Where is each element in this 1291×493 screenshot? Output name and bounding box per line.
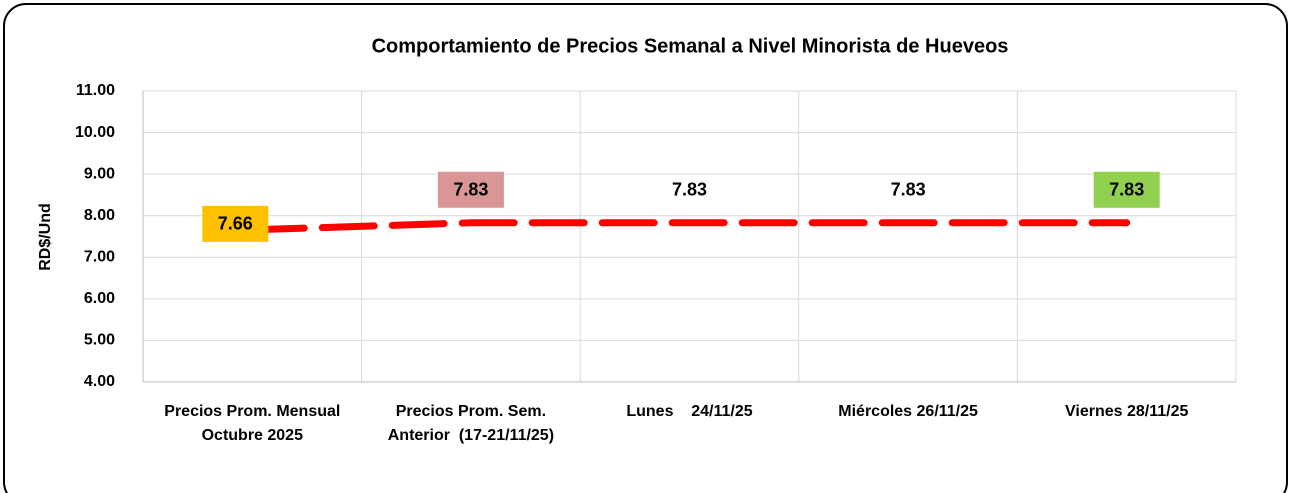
data-label: 7.66 — [218, 214, 253, 234]
data-label-box — [1093, 171, 1160, 208]
x-tick-label: Miércoles 26/11/25 — [838, 403, 978, 420]
y-axis-label: RD$/Und — [37, 203, 54, 271]
x-tick-label: Precios Prom. Mensual Octubre 2025 — [164, 403, 345, 444]
x-tick-label: Viernes 28/11/25 — [1065, 403, 1189, 420]
data-label-box — [437, 171, 504, 208]
y-tick-label: 10.00 — [75, 124, 115, 141]
y-tick-label: 6.00 — [84, 290, 115, 307]
y-tick-label: 11.00 — [76, 82, 115, 99]
data-label: 7.83 — [453, 180, 488, 200]
y-tick-label: 9.00 — [84, 165, 115, 182]
data-label: 7.83 — [891, 180, 926, 200]
data-label: 7.83 — [1109, 180, 1144, 200]
line — [248, 219, 1131, 234]
y-tick-label: 4.00 — [84, 373, 115, 390]
data-label: 7.83 — [672, 180, 707, 200]
y-tick-label: 8.00 — [84, 207, 115, 224]
data-label-box — [202, 205, 269, 242]
y-tick-label: 5.00 — [84, 332, 115, 349]
chart-border — [3, 3, 1288, 493]
x-tick-label: Lunes 24/11/25 — [626, 403, 753, 420]
chart-title: Comportamiento de Precios Semanal a Nive… — [372, 35, 1009, 57]
x-tick-label: Precios Prom. Sem. Anterior (17-21/11/25… — [387, 403, 555, 444]
y-tick-label: 7.00 — [84, 249, 115, 266]
